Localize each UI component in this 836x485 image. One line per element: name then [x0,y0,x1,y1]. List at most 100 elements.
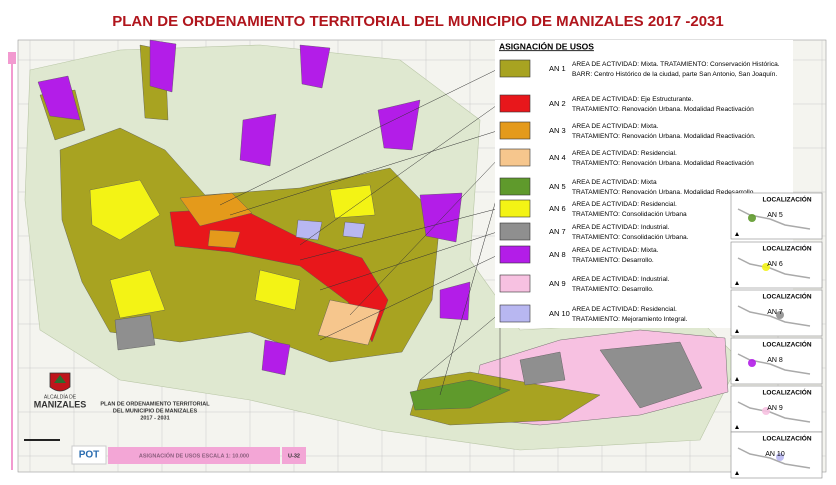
locator-outline [737,353,811,375]
zone [519,351,566,386]
locator-highlight [776,311,784,319]
locator-outline [737,257,811,279]
locator-code: AN 7 [767,309,783,316]
leader-line [419,312,501,381]
legend-swatch [499,199,531,218]
locator-title: LOCALIZACIÓN [762,434,811,443]
zones [37,39,729,426]
locator-outline [737,447,811,469]
locator-highlight [748,359,756,367]
logo-line: ALCALDÍA DE [44,393,77,400]
locator-panel [730,241,823,289]
legend-swatch [499,177,531,196]
legend-description: AREA DE ACTIVIDAD: Mixta. [572,123,659,130]
zone [37,75,81,121]
locator-north [735,232,739,236]
legend-description: AREA DE ACTIVIDAD: Industrial. [572,276,670,283]
locator-code: AN 5 [767,212,783,219]
leader-line [299,102,501,246]
locator-title: LOCALIZACIÓN [762,292,811,301]
edge-marker [8,52,16,64]
zone [342,221,366,239]
pot-logo-box [71,445,107,465]
legend-description: AREA DE ACTIVIDAD: Residencial. [572,306,677,313]
logo-line: MANIZALES [34,399,87,409]
legend-code: AN 10 [549,309,570,318]
legend-description: AREA DE ACTIVIDAD: Mixta. TRATAMIENTO: C… [572,61,780,68]
locator-highlight [762,263,770,271]
zone [261,339,291,376]
zone [89,179,161,241]
locator-title: LOCALIZACIÓN [762,195,811,204]
leader-line [439,185,501,396]
zone [599,341,703,409]
locator-north [735,471,739,475]
legend-swatch [499,274,531,293]
legend-code: AN 3 [549,126,566,135]
sheet-code-bar [282,447,306,464]
legend-description: AREA DE ACTIVIDAD: Mixta. [572,247,659,254]
legend-swatch [499,222,531,241]
legend-description: TRATAMIENTO: Consolidación Urbana. [572,234,689,241]
legend-description: TRATAMIENTO: Consolidación Urbana [572,211,687,218]
locator-highlight [762,407,770,415]
zone [299,44,331,89]
zone [109,269,166,319]
legend-description: AREA DE ACTIVIDAD: Industrial. [572,224,670,231]
locator-highlight [776,453,784,461]
leader-line [299,207,501,261]
locator-code: AN 9 [767,405,783,412]
locator-outline [737,208,811,230]
legend-title: ASIGNACIÓN DE USOS [499,40,594,51]
legend-swatch [499,148,531,167]
legend-swatch [499,304,531,323]
plan-line: DEL MUNICIPIO DE MANIZALES [113,408,198,414]
legend-description: TRATAMIENTO: Renovación Urbana. Modalida… [572,106,754,113]
zone [149,39,177,93]
locator-title: LOCALIZACIÓN [762,388,811,397]
map-title: PLAN DE ORDENAMIENTO TERRITORIAL DEL MUN… [112,13,723,30]
plan-line: 2017 - 2031 [140,415,169,421]
sheet-code: U-32 [288,453,300,459]
municipal-logo [49,372,71,392]
locator-north [735,425,739,429]
zone [207,229,241,249]
locator-panel [730,192,823,240]
legend-swatch [499,121,531,140]
plan-line: PLAN DE ORDENAMIENTO TERRITORIAL [100,401,210,407]
locator-code: AN 10 [765,451,785,458]
locator-title: LOCALIZACIÓN [762,340,811,349]
legend-code: AN 7 [549,227,566,236]
legend-swatch [499,245,531,264]
locator-north [735,329,739,333]
locator-outline [737,401,811,423]
zone [439,281,471,321]
legend-description: TRATAMIENTO: Renovación Urbana. Modalida… [572,160,754,167]
legend-code: AN 6 [549,204,566,213]
sheet-title: ASIGNACIÓN DE USOS ESCALA 1: 10.000 [139,451,249,459]
legend-description: TRATAMIENTO: Renovación Urbana. Modalida… [572,189,754,196]
legend-description: TRATAMIENTO: Renovación Urbana. Modalida… [572,133,756,140]
legend-code: AN 2 [549,99,566,108]
zone [179,192,253,227]
locator-panel [730,289,823,337]
locator-north [735,281,739,285]
legend: AN 1 AREA DE ACTIVIDAD: Mixta. TRATAMIENT… [499,59,780,323]
legend-code: AN 4 [549,153,566,162]
legend-description: TRATAMIENTO: Desarrollo. [572,286,654,293]
legend-code: AN 1 [549,64,566,73]
zone [114,314,156,351]
legend-description: AREA DE ACTIVIDAD: Residencial. [572,150,677,157]
zone [239,113,277,167]
locator-title: LOCALIZACIÓN [762,244,811,253]
legend-description: AREA DE ACTIVIDAD: Eje Estructurante. [572,96,693,103]
locator-north [735,377,739,381]
leader-line [319,230,501,291]
locator-panel [730,337,823,385]
legend-description: TRATAMIENTO: Mejoramiento Integral. [572,316,688,323]
zone [254,269,301,311]
zone [329,184,376,219]
locators: LOCALIZACIÓN AN 5 LOCALIZACIÓN AN 6 LOCALIZA… [730,192,823,479]
locator-code: AN 8 [767,357,783,364]
